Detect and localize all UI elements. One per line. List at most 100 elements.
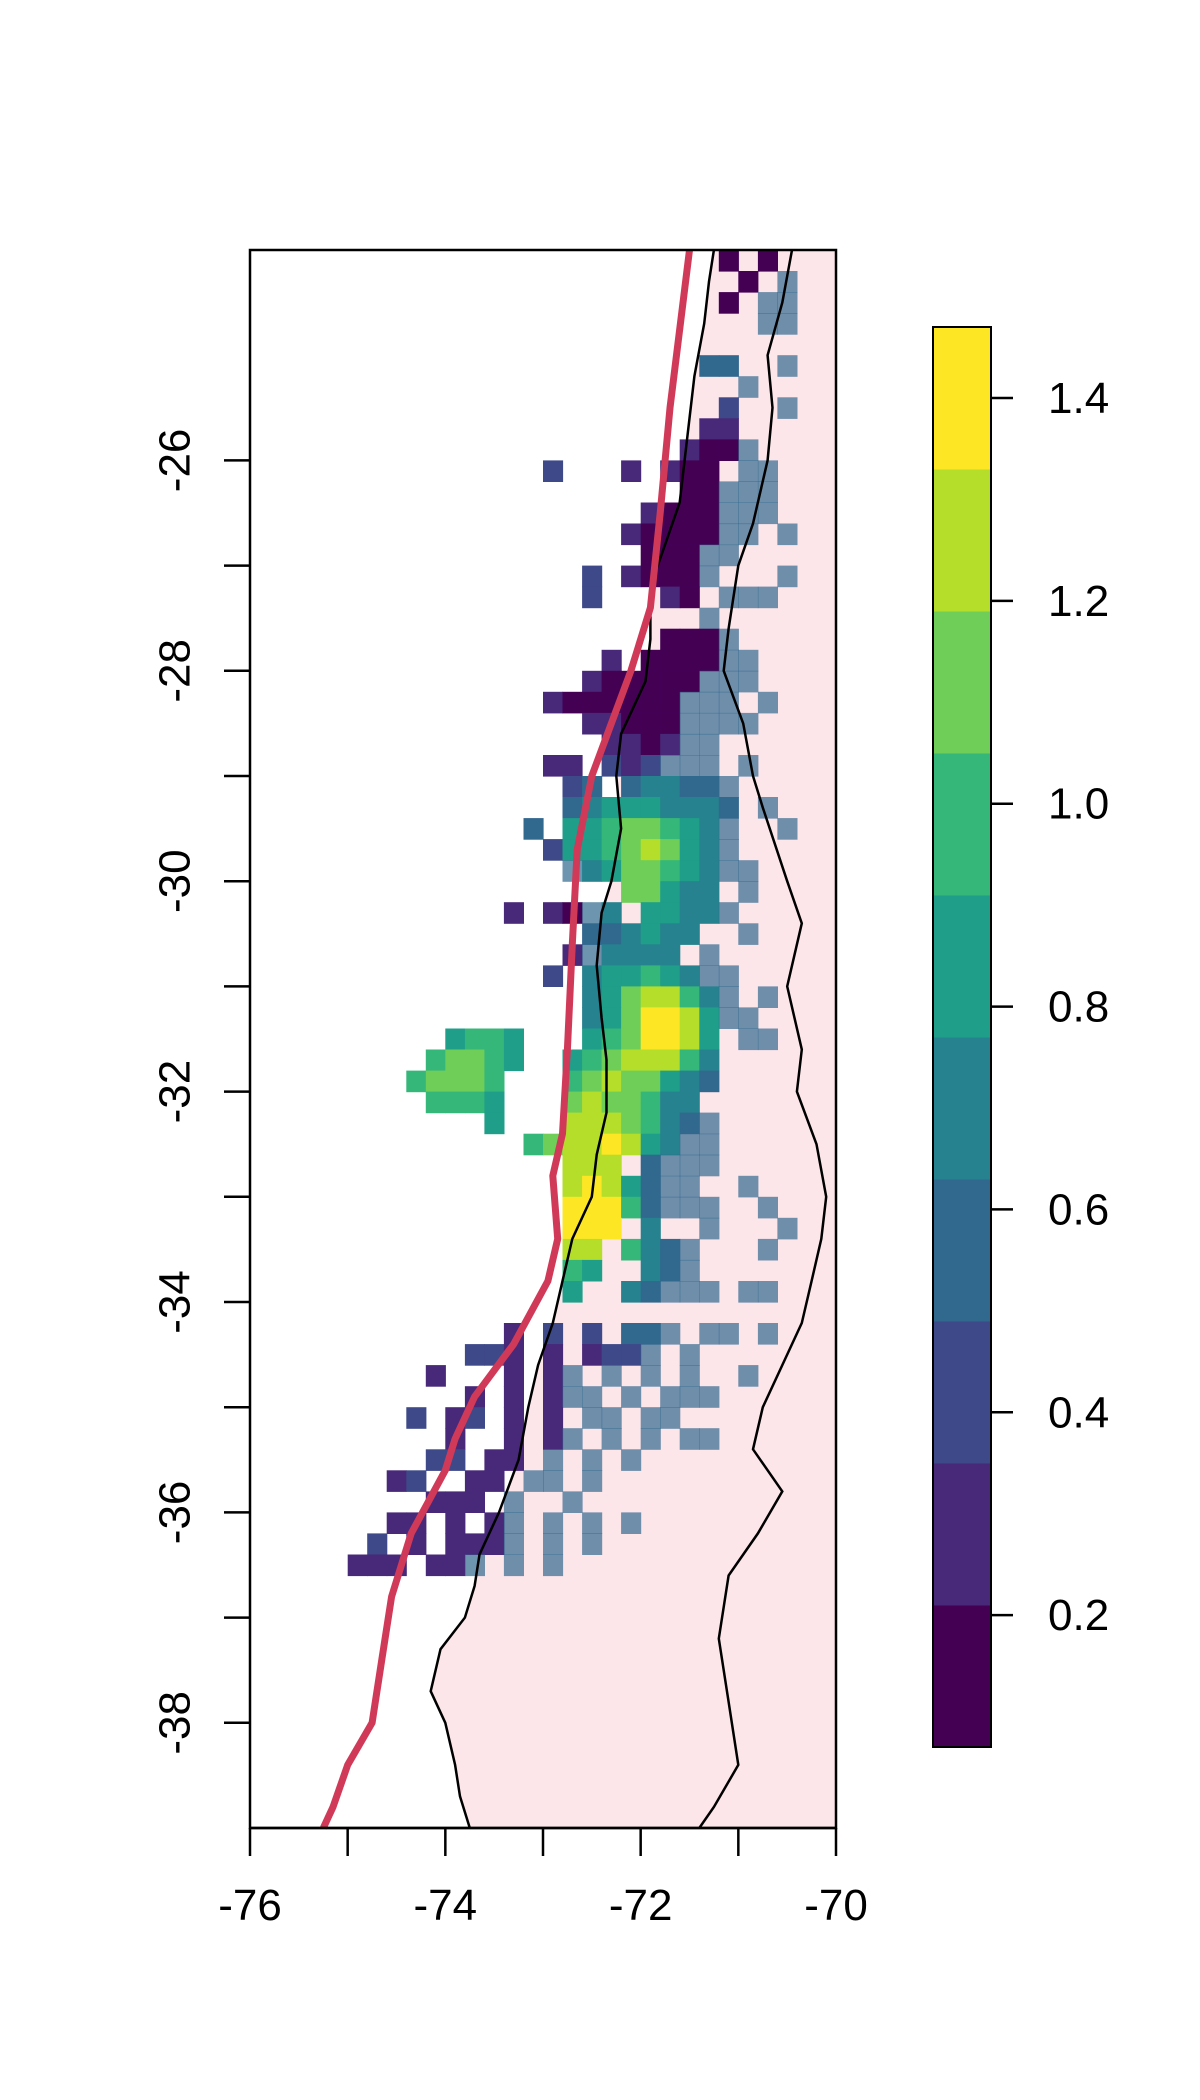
heatmap-cell (679, 544, 700, 567)
heatmap-cell (582, 565, 603, 588)
heatmap-cell (777, 523, 798, 546)
heatmap-cell (582, 860, 603, 882)
heatmap-cell (503, 1533, 524, 1555)
heatmap-cell (660, 1028, 681, 1051)
heatmap-cell (621, 1238, 642, 1261)
heatmap-cell (738, 271, 759, 293)
heatmap-cell (777, 397, 798, 419)
heatmap-cell (738, 670, 759, 693)
trench-line (320, 249, 693, 1830)
heatmap-cell (601, 860, 622, 882)
heatmap-cell (582, 1196, 603, 1219)
legend-tick-label: 0.8 (1048, 983, 1109, 1032)
heatmap-cell (503, 1428, 524, 1450)
heatmap-cell (562, 1133, 583, 1156)
heatmap-cell (562, 776, 583, 798)
heatmap-cell (621, 776, 642, 798)
heatmap-cell (640, 1344, 661, 1366)
heatmap-cell (621, 712, 642, 735)
heatmap-cell (660, 965, 681, 987)
heatmap-cell (660, 712, 681, 735)
heatmap-cell (640, 670, 661, 693)
legend-swatch (933, 1463, 991, 1606)
heatmap-cell (718, 586, 739, 609)
heatmap-cell (621, 460, 642, 482)
heatmap-cell (777, 1217, 798, 1240)
heatmap-cell (445, 1533, 466, 1555)
heatmap-cell (640, 1091, 661, 1114)
heatmap-cell (543, 755, 564, 777)
heatmap-cell (679, 712, 700, 735)
heatmap-cell (718, 776, 739, 798)
heatmap-cell (621, 1028, 642, 1051)
heatmap-cell (601, 649, 622, 672)
heatmap-cell (738, 1007, 759, 1029)
legend-tick-label: 1.4 (1048, 374, 1109, 423)
heatmap-cell (406, 1470, 427, 1492)
y-tick-label: -34 (151, 1270, 200, 1334)
heatmap-cell (718, 902, 739, 924)
heatmap-cell (699, 523, 720, 546)
heatmap-cell (640, 1407, 661, 1429)
heatmap-cell (621, 965, 642, 987)
heatmap-cell (640, 1217, 661, 1240)
heatmap-cell (699, 565, 720, 588)
heatmap-cell (660, 649, 681, 672)
heatmap-cell (679, 902, 700, 924)
heatmap-cell (640, 1428, 661, 1450)
legend-tick-label: 1.0 (1048, 780, 1109, 829)
heatmap-cell (757, 1196, 778, 1219)
heatmap-cell (484, 1533, 505, 1555)
heatmap-cell (718, 418, 739, 440)
legend-swatch (933, 327, 991, 470)
heatmap-cell (699, 797, 720, 819)
heatmap-cell (660, 860, 681, 882)
heatmap-cell (582, 986, 603, 1008)
heatmap-cell (484, 1091, 505, 1114)
heatmap-cell (757, 1028, 778, 1051)
heatmap-cell (503, 1028, 524, 1051)
heatmap-cell (679, 1238, 700, 1261)
heatmap-cell (386, 1512, 407, 1534)
heatmap-cell (484, 1470, 505, 1492)
heatmap-cell (679, 1028, 700, 1051)
legend-swatch (933, 1605, 991, 1748)
legend-tick-label: 0.4 (1048, 1388, 1109, 1437)
heatmap-cell (699, 544, 720, 567)
legend-swatch (933, 1037, 991, 1180)
heatmap-cell (425, 1091, 446, 1114)
color-legend: 0.2 0.4 0.6 0.8 1.0 1.2 1.4 (932, 326, 1109, 1748)
heatmap-cell (718, 481, 739, 503)
heatmap-cell (679, 628, 700, 651)
heatmap-cell (718, 649, 739, 672)
heatmap-cell (660, 1091, 681, 1114)
heatmap-cell (582, 1049, 603, 1072)
heatmap-cell (601, 1428, 622, 1450)
heatmap-cell (679, 776, 700, 798)
heatmap-cell (699, 1386, 720, 1408)
heatmap-cell (679, 1196, 700, 1219)
heatmap-cell (367, 1554, 388, 1577)
heatmap-cell (543, 1470, 564, 1492)
heatmap-cell (523, 818, 544, 840)
heatmap-cell (386, 1470, 407, 1492)
heatmap-cell (757, 313, 778, 335)
heatmap-cell (777, 818, 798, 840)
heatmap-cell (621, 1175, 642, 1198)
x-axis: -76 -74 -72 -70 (218, 1826, 868, 1930)
heatmap-cell (679, 1259, 700, 1282)
heatmap-cell (640, 797, 661, 819)
heatmap-cell (777, 313, 798, 335)
heatmap-cell (718, 250, 739, 272)
heatmap-cell (503, 1512, 524, 1534)
heatmap-cell (679, 1091, 700, 1114)
heatmap-cell (777, 355, 798, 377)
heatmap-cell (640, 755, 661, 777)
heatmap-cell (679, 923, 700, 945)
legend-swatch (933, 1179, 991, 1322)
heatmap-cell (562, 1196, 583, 1219)
heatmap-cell (582, 1407, 603, 1429)
heatmap-cell (601, 1217, 622, 1240)
heatmap-cell (621, 1323, 642, 1345)
plot-region (248, 248, 838, 1830)
